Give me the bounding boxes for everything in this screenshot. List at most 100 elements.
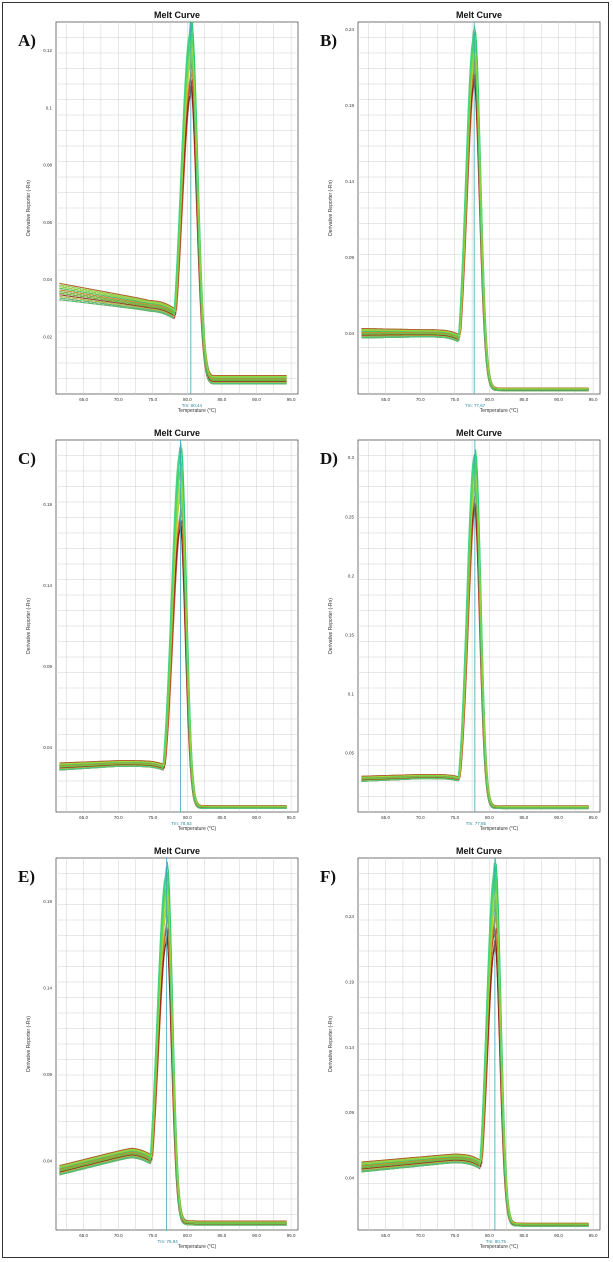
series-line [59, 63, 287, 380]
x-tick-label: 90.0 [554, 397, 563, 402]
x-tick-label: 85.0 [218, 815, 227, 820]
tm-label: Tm: 77,67 [465, 403, 486, 408]
x-tick-label: 70.0 [416, 1233, 425, 1238]
y-tick-label: 0.08 [43, 163, 52, 168]
x-tick-label: 90.0 [252, 815, 261, 820]
y-tick-label: 0.19 [345, 103, 354, 108]
series-line [59, 33, 287, 381]
x-tick-label: 70.0 [416, 397, 425, 402]
x-tick-label: 95.0 [589, 397, 598, 402]
x-tick-label: 85.0 [218, 1233, 227, 1238]
tm-label: Tm: 77,85 [466, 821, 487, 826]
panel-letter: D) [320, 449, 338, 468]
y-tick-label: 0.24 [345, 27, 354, 32]
x-tick-label: 90.0 [252, 397, 261, 402]
y-axis-label: Derivative Reporter (-Rn) [26, 598, 32, 654]
series-line [59, 47, 287, 378]
tm-label: Tm: 80,75 [486, 1239, 507, 1244]
y-tick-label: 0.09 [43, 1072, 52, 1077]
series-lines [59, 442, 287, 810]
x-tick-label: 85.0 [520, 1233, 529, 1238]
x-tick-label: 65.0 [79, 1233, 88, 1238]
gridlines [56, 22, 298, 394]
series-line [59, 890, 287, 1223]
x-axis-label: Temperature (°C) [480, 408, 519, 414]
x-tick-label: 95.0 [589, 815, 598, 820]
series-line [59, 85, 287, 382]
x-tick-label: 80.0 [485, 815, 494, 820]
x-axis-label: Temperature (°C) [480, 1244, 519, 1250]
melt-curve-panel-a: Melt Curve A) 65.0 70.0 75.0 80.0 85.0 90.0 95.0… [8, 8, 304, 420]
series-line [59, 465, 287, 808]
series-line [59, 519, 287, 807]
chart-title: Melt Curve [154, 428, 200, 438]
melt-curve-panel-f: Melt Curve F) 65.0 70.0 75.0 80.0 85.0 90.0 95.0… [310, 844, 606, 1256]
y-tick-label: 0.14 [43, 583, 52, 588]
x-axis-label: Temperature (°C) [480, 826, 519, 832]
x-axis-label: Temperature (°C) [178, 1244, 217, 1250]
x-tick-label: 65.0 [79, 815, 88, 820]
y-tick-label: 0.19 [345, 980, 354, 985]
y-tick-label: 0.19 [43, 899, 52, 904]
series-lines [59, 20, 287, 385]
chart-title: Melt Curve [456, 428, 502, 438]
x-tick-label: 75.0 [148, 815, 157, 820]
x-tick-label: 90.0 [554, 815, 563, 820]
series-line [59, 457, 287, 810]
melt-curve-svg: Melt Curve D) 65.0 70.0 75.0 80.0 85.0 90.0 95.0… [320, 428, 601, 832]
x-tick-label: 70.0 [114, 397, 123, 402]
tm-label: Tm: 78,93 [171, 821, 192, 826]
x-tick-label: 90.0 [252, 1233, 261, 1238]
chart-title: Melt Curve [456, 846, 502, 856]
melt-curve-panel-d: Melt Curve D) 65.0 70.0 75.0 80.0 85.0 90.0 95.0… [310, 426, 606, 838]
gridlines [56, 440, 298, 812]
y-axis-label: Derivative Reporter (-Rn) [328, 598, 334, 654]
y-tick-label: 0.24 [345, 914, 354, 919]
x-tick-label: 75.0 [148, 397, 157, 402]
x-tick-label: 65.0 [381, 815, 390, 820]
chart-title: Melt Curve [154, 10, 200, 20]
series-line [59, 28, 287, 385]
y-tick-label: 0.04 [43, 745, 52, 750]
chart-title: Melt Curve [456, 10, 502, 20]
melt-curve-svg: Melt Curve B) 65.0 70.0 75.0 80.0 85.0 90.0 95.0… [320, 10, 601, 414]
panel-letter: F) [320, 867, 336, 886]
y-tick-label: 0.25 [345, 514, 354, 519]
melt-curve-panel-b: Melt Curve B) 65.0 70.0 75.0 80.0 85.0 90.0 95.0… [310, 8, 606, 420]
panel-letter: A) [18, 31, 36, 50]
y-tick-label: 0.04 [345, 331, 354, 336]
series-line [59, 883, 287, 1224]
series-lines [59, 861, 287, 1226]
series-line [59, 78, 287, 376]
series-line [59, 35, 287, 381]
x-tick-label: 70.0 [114, 1233, 123, 1238]
series-line [361, 927, 589, 1224]
x-tick-label: 75.0 [450, 815, 459, 820]
panel-letter: E) [18, 867, 35, 886]
y-tick-label: 0.04 [43, 277, 52, 282]
x-axis-label: Temperature (°C) [178, 408, 217, 414]
x-tick-label: 75.0 [450, 397, 459, 402]
y-tick-label: 0.14 [43, 985, 52, 990]
melt-curve-panel-e: Melt Curve E) 65.0 70.0 75.0 80.0 85.0 90.0 95.0… [8, 844, 304, 1256]
gridlines [358, 858, 600, 1230]
series-line [361, 73, 589, 389]
x-tick-label: 85.0 [520, 815, 529, 820]
series-line [361, 877, 589, 1226]
series-line [59, 484, 287, 807]
y-tick-label: 0.1 [46, 105, 53, 110]
x-tick-label: 80.0 [485, 1233, 494, 1238]
y-tick-label: 0.2 [348, 573, 355, 578]
series-line [59, 873, 287, 1226]
series-lines [361, 858, 589, 1227]
x-tick-label: 65.0 [381, 1233, 390, 1238]
x-tick-label: 95.0 [287, 397, 296, 402]
y-tick-label: 0.09 [43, 664, 52, 669]
y-tick-label: 0.06 [43, 220, 52, 225]
series-line [361, 41, 589, 391]
melt-curve-svg: Melt Curve C) 65.0 70.0 75.0 80.0 85.0 90.0 95.0… [18, 428, 299, 832]
x-tick-label: 90.0 [554, 1233, 563, 1238]
series-line [361, 893, 589, 1225]
x-tick-label: 95.0 [287, 1233, 296, 1238]
